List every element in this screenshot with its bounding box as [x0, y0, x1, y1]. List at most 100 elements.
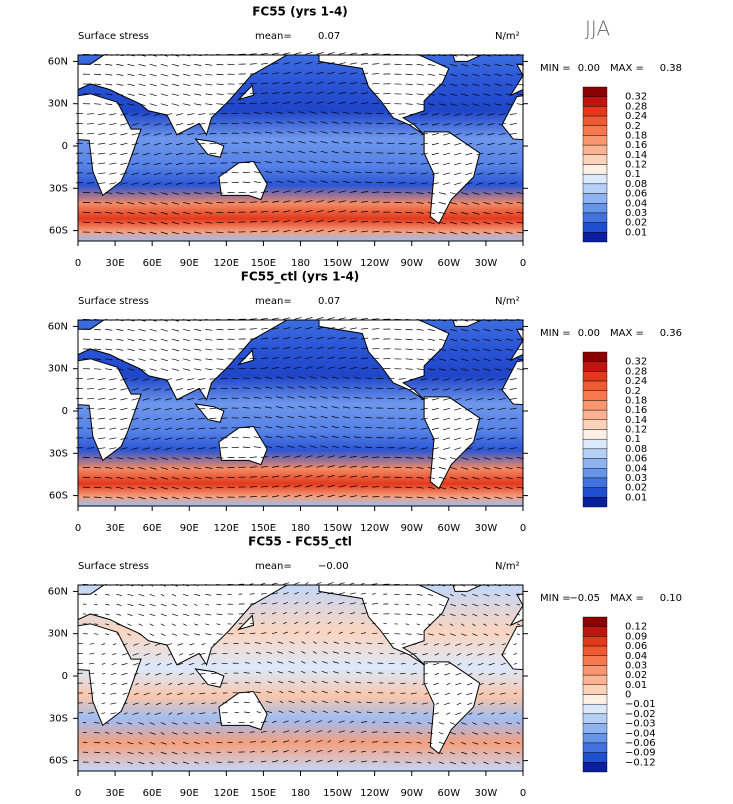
- colorbar-box: [583, 135, 607, 145]
- variable-label: Surface stress: [78, 31, 149, 42]
- colorbar-box: [583, 733, 607, 743]
- lat-tick-label: 60S: [49, 226, 68, 237]
- lon-tick-label: 90E: [180, 788, 199, 799]
- colorbar-box: [583, 371, 607, 381]
- wind-vector: [250, 319, 257, 320]
- colorbar-box: [583, 497, 607, 507]
- wind-vector: [294, 582, 299, 584]
- lon-tick-label: 60W: [438, 523, 461, 534]
- colorbar-box: [583, 87, 607, 97]
- lon-tick-label: 120W: [360, 788, 389, 799]
- lat-tick-label: 30N: [48, 364, 68, 375]
- wind-vector: [261, 53, 268, 54]
- lon-tick-label: 60W: [438, 258, 461, 269]
- lat-tick-label: 60N: [48, 586, 68, 597]
- max-label: MAX =: [610, 593, 644, 604]
- lon-tick-label: 60E: [143, 523, 162, 534]
- wind-vector: [339, 583, 345, 585]
- lon-tick-label: 30E: [106, 258, 125, 269]
- colorbar-box: [583, 194, 607, 204]
- wind-vector: [350, 318, 357, 319]
- lon-tick-label: 30E: [106, 523, 125, 534]
- colorbar-box: [583, 232, 607, 242]
- lat-tick-label: 0: [62, 671, 68, 682]
- lon-tick-label: 150W: [323, 523, 352, 534]
- colorbar-box: [583, 174, 607, 184]
- min-label: MIN =: [540, 328, 571, 339]
- units-label: N/m²: [495, 31, 520, 42]
- land-mass: [0, 577, 4, 664]
- colorbar-box: [583, 488, 607, 498]
- colorbar-box: [583, 636, 607, 646]
- wind-vector: [372, 584, 377, 585]
- colorbar-box: [583, 714, 607, 724]
- land-mass: [0, 312, 4, 399]
- mean-value: 0.07: [318, 31, 340, 42]
- colorbar-box: [583, 459, 607, 469]
- min-value: −0.05: [569, 593, 600, 604]
- colorbar-box: [583, 468, 607, 478]
- variable-label: Surface stress: [78, 296, 149, 307]
- wind-vector: [294, 317, 301, 319]
- lon-tick-label: 150E: [251, 523, 276, 534]
- season-label: JJA: [585, 17, 610, 41]
- lon-tick-label: 0: [75, 523, 81, 534]
- lat-tick-label: 60S: [49, 491, 68, 502]
- lon-tick-label: 90W: [400, 258, 423, 269]
- wind-vector: [305, 582, 308, 584]
- units-label: N/m²: [495, 296, 520, 307]
- wind-vector: [317, 582, 322, 584]
- units-label: N/m²: [495, 561, 520, 572]
- colorbar-box: [583, 362, 607, 372]
- wind-vector: [328, 582, 334, 584]
- max-label: MAX =: [610, 328, 644, 339]
- colorbar-box: [583, 184, 607, 194]
- lon-tick-label: 90E: [180, 258, 199, 269]
- lat-tick-label: 60S: [49, 756, 68, 767]
- max-value: 0.36: [660, 328, 682, 339]
- wind-vector: [328, 317, 335, 319]
- land-mass: [664, 692, 712, 730]
- wind-vector: [272, 318, 279, 319]
- colorbar-box: [583, 656, 607, 666]
- colorbar-box: [583, 439, 607, 449]
- variable-label: Surface stress: [78, 561, 149, 572]
- land-mass: [4, 307, 53, 327]
- lon-tick-label: 0: [520, 788, 526, 799]
- lon-tick-label: 60W: [438, 788, 461, 799]
- mean-label: mean=: [255, 561, 292, 572]
- colorbar-box: [583, 753, 607, 763]
- colorbar-box: [583, 165, 607, 175]
- wind-vector: [339, 53, 346, 55]
- colorbar-box: [583, 675, 607, 685]
- colorbar-box: [583, 391, 607, 401]
- mean-value: 0.07: [318, 296, 340, 307]
- colorbar-box: [583, 430, 607, 440]
- lat-tick-label: 0: [62, 406, 68, 417]
- colorbar-box: [583, 223, 607, 233]
- land-mass: [4, 572, 53, 592]
- lon-tick-label: 0: [75, 788, 81, 799]
- land-mass: [664, 427, 712, 465]
- lon-tick-label: 90W: [400, 523, 423, 534]
- land-mass: [0, 397, 35, 489]
- lon-tick-label: 90W: [400, 788, 423, 799]
- lon-tick-label: 180: [291, 523, 310, 534]
- panel-title: FC55 - FC55_ctl: [248, 535, 352, 550]
- lon-tick-label: 120E: [214, 258, 239, 269]
- land-mass: [684, 615, 699, 629]
- wind-vector: [317, 317, 324, 319]
- land-mass: [511, 307, 733, 400]
- wind-vector: [294, 52, 301, 54]
- lat-tick-label: 30S: [49, 183, 68, 194]
- land-mass: [0, 132, 35, 224]
- colorbar-box: [583, 145, 607, 155]
- wind-vector: [361, 53, 368, 54]
- lon-tick-label: 150W: [323, 258, 352, 269]
- lon-tick-label: 30W: [475, 788, 498, 799]
- lon-tick-label: 30W: [475, 258, 498, 269]
- mean-value: −0.00: [318, 561, 349, 572]
- wind-vector: [272, 583, 278, 584]
